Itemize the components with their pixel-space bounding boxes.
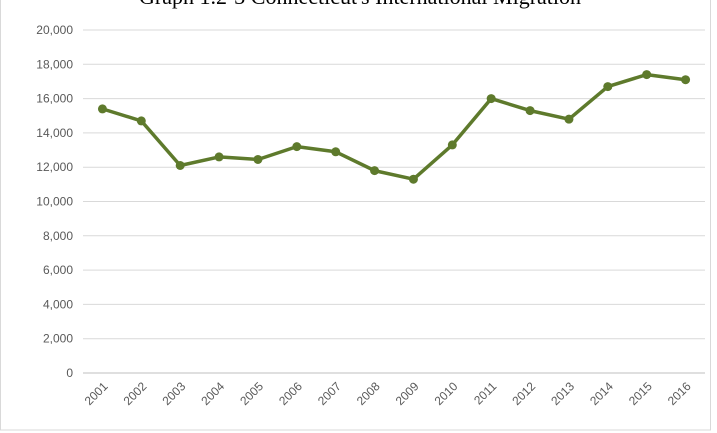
- x-tick-label: 2003: [160, 379, 189, 408]
- point: [486, 94, 496, 104]
- point: [642, 70, 652, 80]
- point: [525, 106, 535, 116]
- y-tick-label: 8,000: [43, 229, 73, 243]
- point: [603, 82, 613, 92]
- x-tick-label: 2015: [626, 379, 655, 408]
- y-tick-label: 14,000: [36, 126, 73, 140]
- x-tick-label: 2002: [121, 379, 150, 408]
- y-tick-label: 10,000: [36, 195, 73, 209]
- point: [408, 174, 418, 184]
- point: [214, 152, 224, 162]
- x-tick-label: 2011: [471, 379, 499, 407]
- x-tick-label: 2013: [548, 379, 577, 408]
- point: [681, 75, 691, 85]
- x-tick-label: 2014: [587, 379, 616, 408]
- y-tick-label: 2,000: [43, 332, 73, 346]
- point: [564, 114, 574, 124]
- x-tick-label: 2008: [354, 379, 383, 408]
- x-tick-label: 2016: [665, 379, 694, 408]
- y-tick-label: 4,000: [43, 297, 73, 311]
- point: [292, 142, 302, 152]
- series-line: [101, 72, 686, 181]
- point: [370, 166, 380, 176]
- y-tick-label: 16,000: [36, 92, 73, 106]
- point: [97, 104, 107, 114]
- y-tick-label: 18,000: [36, 57, 73, 71]
- x-tick-label: 2012: [509, 379, 538, 408]
- point: [253, 154, 263, 164]
- point: [331, 147, 341, 157]
- x-tick-label: 2010: [432, 379, 461, 408]
- point: [175, 160, 185, 170]
- point: [447, 140, 457, 150]
- x-tick-label: 2006: [276, 379, 305, 408]
- x-tick-label: 2001: [82, 379, 111, 408]
- y-tick-label: 0: [66, 366, 73, 380]
- point: [136, 116, 146, 126]
- y-tick-label: 12,000: [36, 160, 73, 174]
- x-tick-label: 2007: [315, 379, 344, 408]
- x-tick-label: 2004: [198, 379, 227, 408]
- y-tick-label: 20,000: [36, 23, 73, 37]
- x-tick-label: 2009: [393, 379, 422, 408]
- y-tick-label: 6,000: [43, 263, 73, 277]
- x-tick-label: 2005: [237, 379, 266, 408]
- chart-title: Graph 1.2-3 Connecticut's International …: [139, 0, 581, 9]
